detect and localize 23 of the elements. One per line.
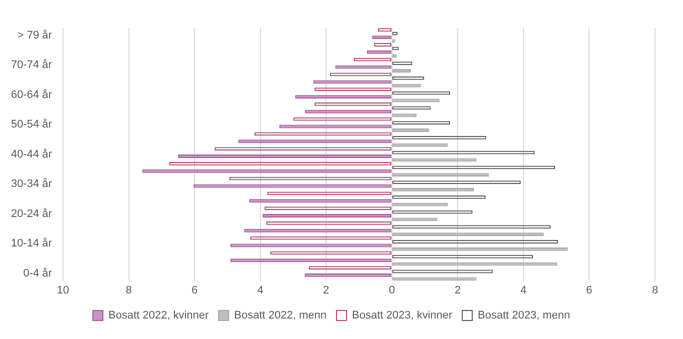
y-tick-label: 40-44 år — [10, 148, 52, 160]
x-tick-label: 8 — [126, 284, 132, 296]
x-tick-label: 4 — [257, 284, 264, 296]
y-tick-label: 0-4 år — [23, 267, 52, 280]
x-tick-label: 8 — [652, 284, 658, 296]
x-tick-label: 10 — [56, 284, 70, 296]
y-tick-label: 10-14 år — [10, 238, 52, 250]
x-tick-label: 0 — [388, 284, 395, 296]
x-tick-label: 4 — [520, 284, 526, 296]
legend-label: Bosatt 2022, menn — [234, 310, 327, 322]
y-tick-label: 50-54 år — [10, 118, 52, 131]
y-tick-label: 30-34 år — [10, 178, 52, 190]
legend-label: Bosatt 2023, kvinner — [352, 310, 453, 322]
x-tick-label: 2 — [454, 284, 461, 296]
y-tick-label: > 79 år — [17, 29, 52, 42]
x-tick-label: 6 — [586, 284, 592, 296]
y-tick-label: 60-64 år — [10, 88, 52, 101]
x-tick-label: 2 — [323, 284, 330, 296]
legend-label: Bosatt 2023, menn — [478, 310, 570, 322]
y-tick-label: 20-24 år — [10, 208, 52, 220]
x-tick-label: 6 — [191, 284, 198, 296]
legend-label: Bosatt 2022, kvinner — [108, 310, 209, 322]
y-tick-label: 70-74 år — [10, 59, 52, 72]
